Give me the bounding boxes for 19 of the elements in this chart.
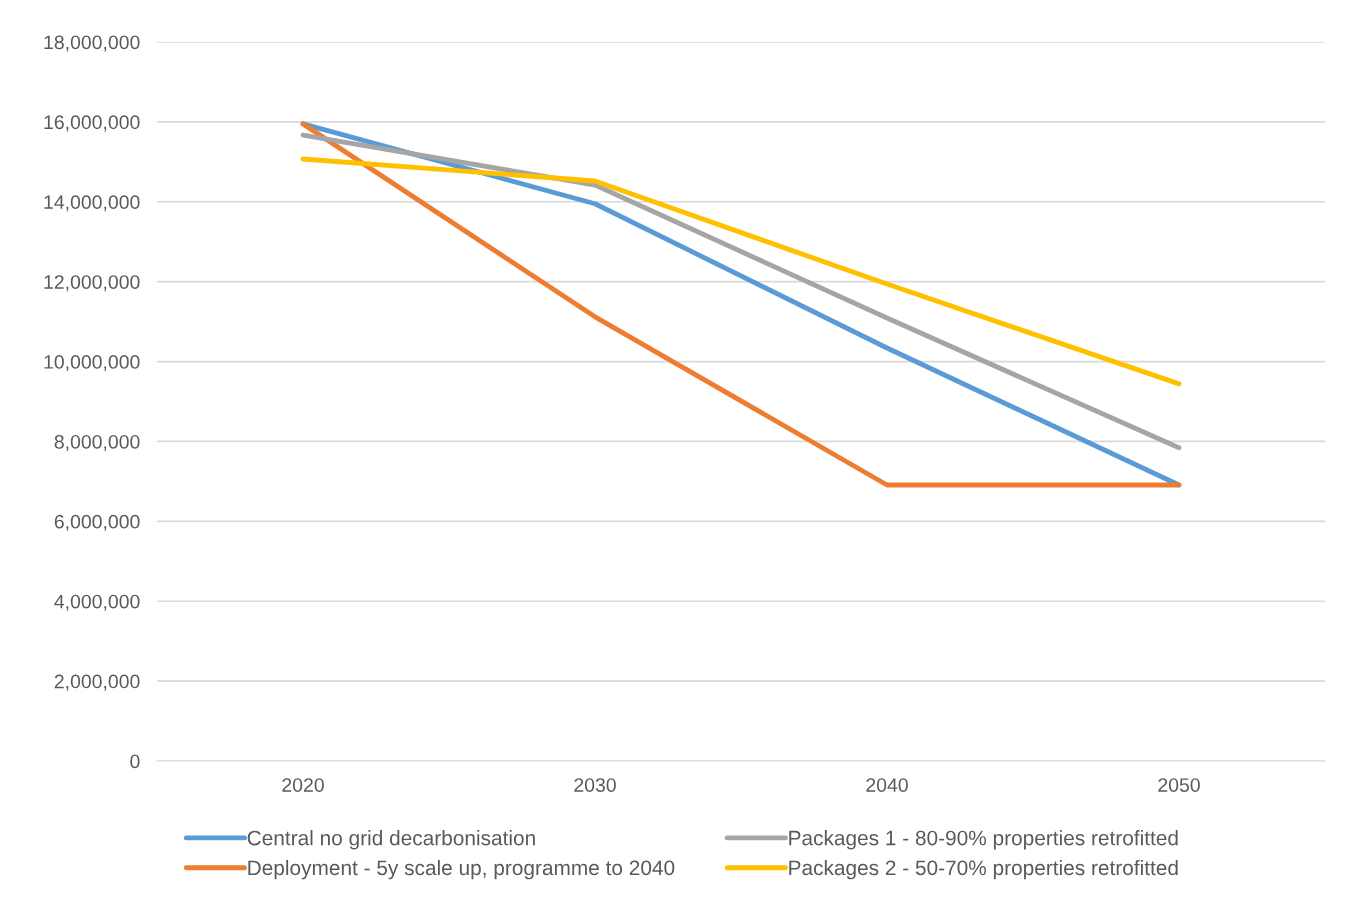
y-tick-label: 12,000,000 [44,275,140,292]
y-tick-label: 14,000,000 [44,195,140,212]
line-series [300,156,1182,387]
legend-label: Deployment - 5y scale up, programme to 2040 [248,859,675,880]
y-tick-label: 8,000,000 [54,434,140,451]
y-tick-label: 0 [130,754,140,769]
legend-label: Packages 2 - 50-70% properties retrofitted [789,859,1178,880]
y-tick-label: 16,000,000 [44,115,140,132]
y-tick-label: 10,000,000 [44,355,140,372]
y-tick-label: 2,000,000 [54,674,140,691]
y-tick-label: 18,000,000 [44,35,140,52]
x-tick-label: 2030 [574,778,616,792]
y-tick-label: 4,000,000 [54,594,140,611]
legend-label: Central no grid decarbonisation [247,830,535,850]
x-tick-label: 2050 [1158,778,1200,792]
x-tick-label: 2020 [282,778,324,792]
y-tick-label: 6,000,000 [54,514,140,531]
legend-label: Packages 1 - 80-90% properties retrofitted [789,830,1178,850]
x-tick-label: 2040 [866,778,908,792]
